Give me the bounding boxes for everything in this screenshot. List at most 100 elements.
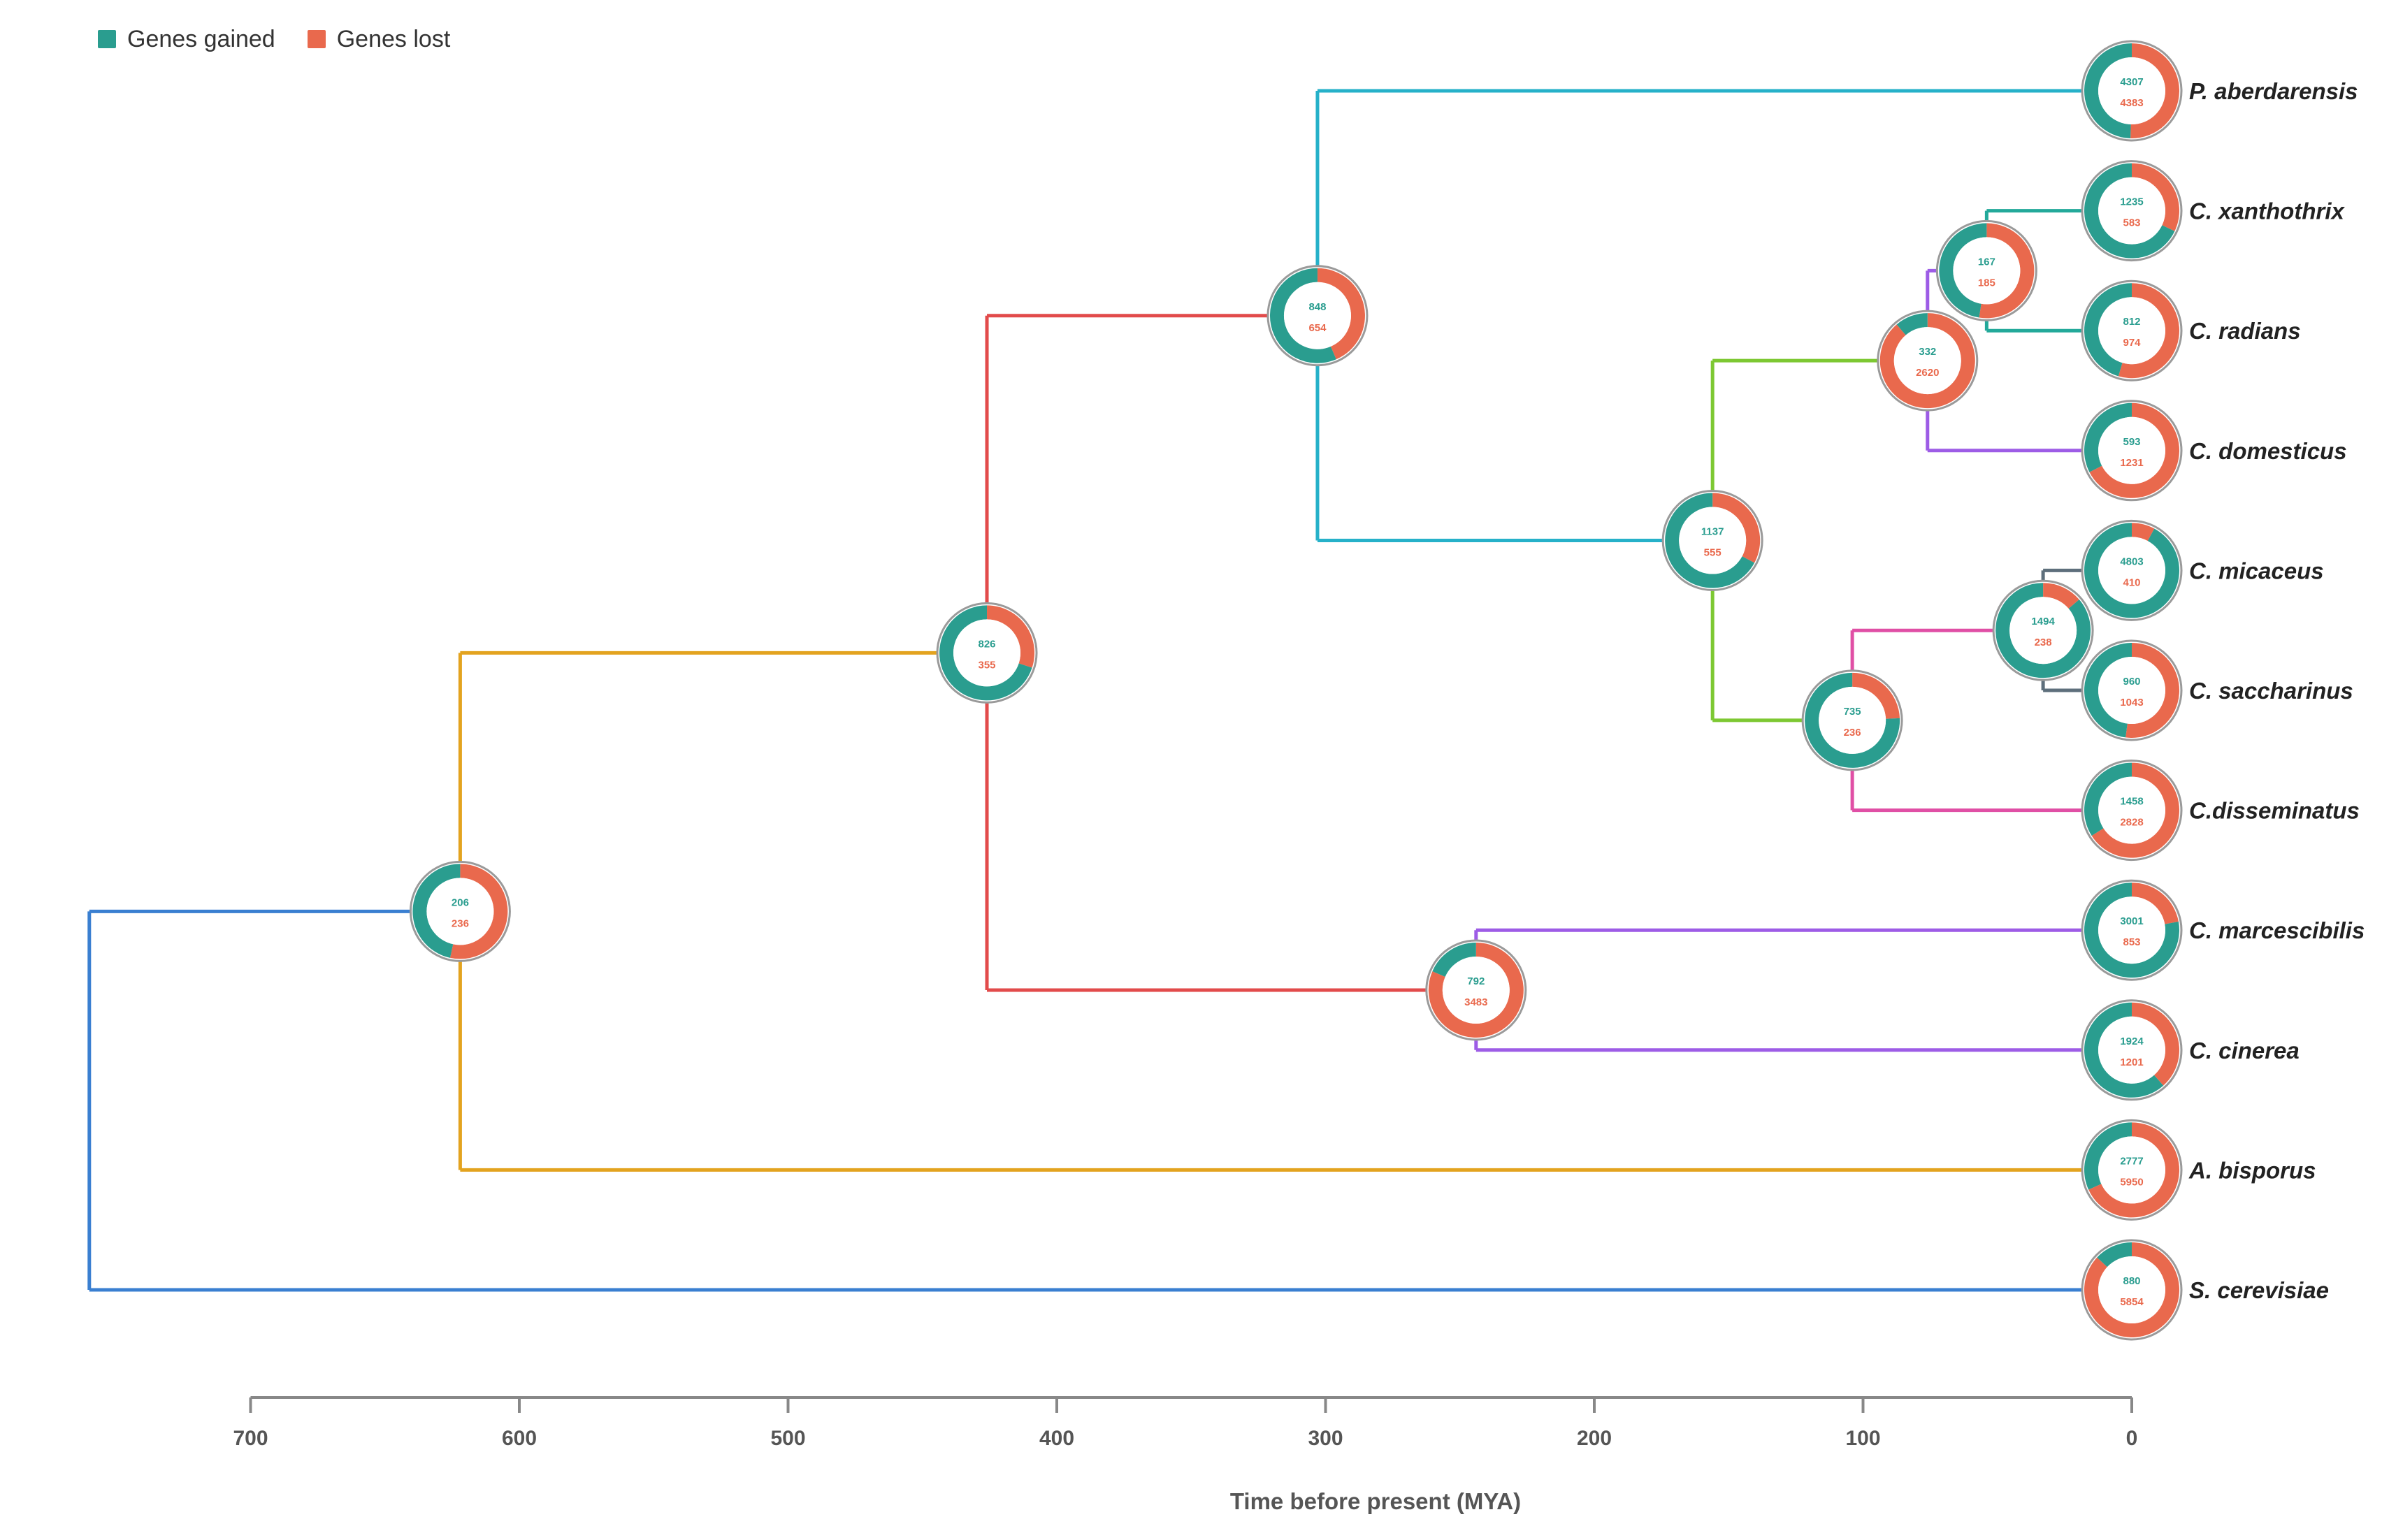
tree-leaves: 4307 4383 P. aberdarensis 1235 583 C. xanthot… bbox=[2081, 40, 2365, 1341]
leaf-donut-t3-lost-slice bbox=[2118, 283, 2179, 379]
leaf-donut-t5-center bbox=[2098, 537, 2165, 604]
node-donut-n_k-center bbox=[1442, 957, 1510, 1024]
node-donut-n_c-gained-count: 848 bbox=[1308, 301, 1326, 313]
leaf-donut-t9-gained-count: 1924 bbox=[2120, 1036, 2144, 1047]
taxon-label-t10: A. bisporus bbox=[2188, 1157, 2316, 1183]
leaf-donut-t2-gained-count: 1235 bbox=[2120, 196, 2143, 208]
leaf-donut-t3-lost-count: 974 bbox=[2123, 337, 2141, 349]
node-donut-n_k-lost-slice bbox=[1428, 943, 1524, 1038]
leaf-donut-t5-lost-count: 410 bbox=[2123, 576, 2140, 588]
node-donut-n_k: 792 3483 bbox=[1425, 939, 1527, 1041]
taxon-label-t8: C. marcescibilis bbox=[2189, 917, 2365, 943]
leaf-donut-t5: 4803 410 bbox=[2081, 519, 2183, 621]
leaf-donut-t7-gained-slice bbox=[2084, 762, 2132, 836]
node-donut-n_h: 735 236 bbox=[1801, 669, 1903, 771]
node-donut-n_i-center bbox=[2009, 597, 2077, 664]
genes-gained-swatch bbox=[98, 30, 116, 48]
leaf-donut-t10-lost-slice bbox=[2088, 1122, 2180, 1218]
leaf-donut-t6-lost-slice bbox=[2125, 643, 2180, 738]
leaf-donut-t1-lost-slice bbox=[2130, 43, 2179, 138]
leaf-donut-t1-lost-count: 4383 bbox=[2120, 97, 2143, 109]
taxon-label-t4: C. domesticus bbox=[2189, 438, 2347, 464]
leaf-donut-t5-gained-count: 4803 bbox=[2120, 555, 2143, 567]
taxon-label-t6: C. saccharinus bbox=[2189, 678, 2353, 704]
node-donut-n_k-lost-count: 3483 bbox=[1464, 996, 1487, 1008]
tree-nodes: 206 236 826 355 848 654 1137 555 332 2620 167 185 73… bbox=[409, 219, 2094, 1041]
node-donut-n_a-gained-slice bbox=[412, 864, 461, 958]
node-donut-n_f: 167 185 bbox=[1935, 219, 2037, 321]
leaf-donut-t6-gained-count: 960 bbox=[2123, 676, 2140, 688]
leaf-donut-t9-gained-slice bbox=[2084, 1002, 2164, 1098]
node-donut-n_h-lost-slice bbox=[1852, 672, 1900, 719]
leaf-donut-t10: 2777 5950 bbox=[2081, 1119, 2183, 1221]
leaf-donut-t10-gained-slice bbox=[2084, 1122, 2132, 1190]
node-donut-n_e-lost-count: 2620 bbox=[1916, 367, 1939, 379]
leaf-donut-t2: 1235 583 bbox=[2081, 160, 2183, 262]
leaf-donut-t2-lost-count: 583 bbox=[2123, 217, 2140, 229]
leaf-donut-t11-gained-count: 880 bbox=[2123, 1275, 2140, 1287]
node-donut-n_f-gained-count: 167 bbox=[1978, 256, 1995, 268]
node-donut-n_a-lost-count: 236 bbox=[452, 917, 469, 929]
node-donut-n_f-gained-slice bbox=[1939, 223, 1987, 318]
node-donut-n_f-lost-slice bbox=[1979, 223, 2035, 319]
leaf-donut-t6-gained-slice bbox=[2084, 643, 2132, 738]
leaf-donut-t11-center bbox=[2098, 1256, 2165, 1323]
legend: Genes gained Genes lost bbox=[98, 21, 482, 57]
node-donut-n_k-gained-slice bbox=[1432, 943, 1476, 978]
leaf-donut-t6: 960 1043 bbox=[2081, 639, 2183, 741]
taxon-label-t7: C.disseminatus bbox=[2189, 798, 2360, 824]
leaf-donut-t8-center bbox=[2098, 896, 2165, 964]
leaf-donut-t3-gained-slice bbox=[2084, 283, 2132, 377]
axis-tick-label-300: 300 bbox=[1308, 1427, 1343, 1450]
leaf-donut-t3-center bbox=[2098, 297, 2165, 365]
leaf-donut-t9: 1924 1201 bbox=[2081, 999, 2183, 1101]
leaf-donut-t9-lost-count: 1201 bbox=[2120, 1056, 2143, 1068]
leaf-donut-t8-gained-slice bbox=[2084, 882, 2180, 978]
leaf-donut-t10-gained-count: 2777 bbox=[2120, 1155, 2143, 1167]
leaf-donut-t1-gained-slice bbox=[2084, 43, 2132, 138]
leaf-donut-t1: 4307 4383 bbox=[2081, 40, 2183, 142]
node-donut-n_h-gained-count: 735 bbox=[1844, 706, 1861, 718]
leaf-donut-t10-lost-count: 5950 bbox=[2120, 1176, 2143, 1188]
node-donut-n_f-lost-count: 185 bbox=[1978, 277, 1995, 289]
node-donut-n_h-center bbox=[1819, 686, 1886, 754]
node-donut-n_b-gained-slice bbox=[939, 605, 1032, 701]
leaf-donut-t2-center bbox=[2098, 177, 2165, 245]
leaf-donut-t3-gained-count: 812 bbox=[2123, 316, 2140, 328]
genes-gained-label: Genes gained bbox=[127, 25, 275, 52]
axis-tick-label-100: 100 bbox=[1845, 1427, 1880, 1450]
node-donut-n_k-gained-count: 792 bbox=[1467, 975, 1485, 987]
leaf-donut-t6-lost-count: 1043 bbox=[2120, 697, 2143, 709]
axis-tick-label-600: 600 bbox=[502, 1427, 537, 1450]
leaf-donut-t5-gained-slice bbox=[2084, 523, 2179, 618]
leaf-donut-t4: 593 1231 bbox=[2081, 400, 2183, 502]
axis-tick-label-700: 700 bbox=[233, 1427, 268, 1450]
node-donut-n_b-lost-slice bbox=[987, 605, 1035, 668]
leaf-donut-t6-center bbox=[2098, 657, 2165, 724]
taxon-label-t5: C. micaceus bbox=[2189, 558, 2324, 583]
node-donut-n_d-center bbox=[1679, 507, 1747, 574]
node-donut-n_a-lost-slice bbox=[450, 864, 508, 959]
leaf-donut-t8: 3001 853 bbox=[2081, 879, 2183, 981]
node-donut-n_h-lost-count: 236 bbox=[1844, 727, 1861, 739]
axis-tick-label-400: 400 bbox=[1039, 1427, 1074, 1450]
node-donut-n_c-lost-slice bbox=[1317, 268, 1365, 360]
node-donut-n_i-lost-count: 238 bbox=[2035, 637, 2052, 648]
leaf-donut-t8-lost-slice bbox=[2132, 882, 2179, 924]
leaf-donut-t10-center bbox=[2098, 1136, 2165, 1204]
node-donut-n_d-gained-slice bbox=[1665, 493, 1755, 588]
node-donut-n_d-gained-count: 1137 bbox=[1701, 526, 1724, 538]
leaf-donut-t11: 880 5854 bbox=[2081, 1239, 2183, 1341]
node-donut-n_b: 826 355 bbox=[936, 602, 1038, 704]
leaf-donut-t7: 1458 2828 bbox=[2081, 760, 2183, 862]
node-donut-n_d-lost-slice bbox=[1712, 493, 1761, 563]
node-donut-n_i-gained-count: 1494 bbox=[2031, 616, 2055, 627]
taxon-label-t1: P. aberdarensis bbox=[2189, 78, 2358, 104]
node-donut-n_e-lost-slice bbox=[1879, 313, 1975, 409]
node-donut-n_f-center bbox=[1953, 237, 2021, 305]
taxon-label-t2: C. xanthothrix bbox=[2189, 198, 2345, 224]
leaf-donut-t3: 812 974 bbox=[2081, 279, 2183, 382]
axis-title: Time before present (MYA) bbox=[1230, 1488, 1521, 1514]
leaf-donut-t7-gained-count: 1458 bbox=[2120, 796, 2143, 808]
